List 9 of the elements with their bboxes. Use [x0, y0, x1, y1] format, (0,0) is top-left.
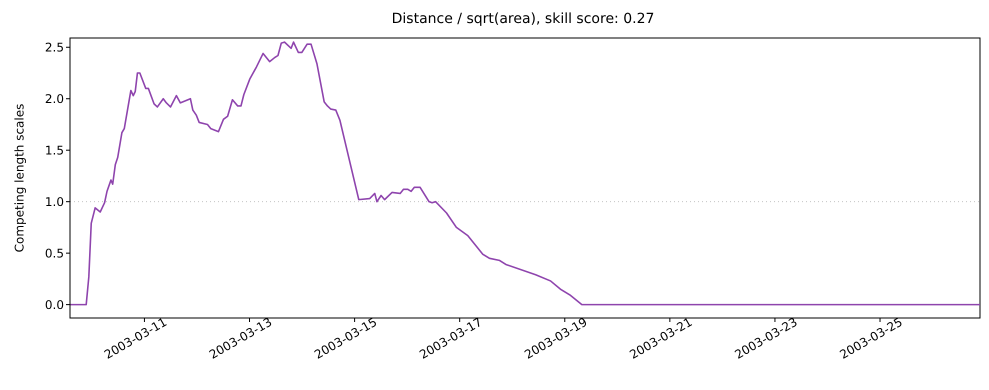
y-tick-label: 2.0 [44, 92, 64, 106]
y-tick-label: 1.5 [44, 143, 64, 158]
y-tick-label: 0.5 [44, 246, 64, 260]
line-series [70, 41, 980, 306]
y-tick-label: 0.0 [44, 298, 64, 312]
chart-title: Distance / sqrt(area), skill score: 0.27 [390, 10, 656, 29]
y-axis-title: Competing length scales [12, 104, 26, 252]
y-tick-label: 2.5 [44, 40, 64, 55]
y-tick-label: 1.0 [44, 194, 64, 209]
